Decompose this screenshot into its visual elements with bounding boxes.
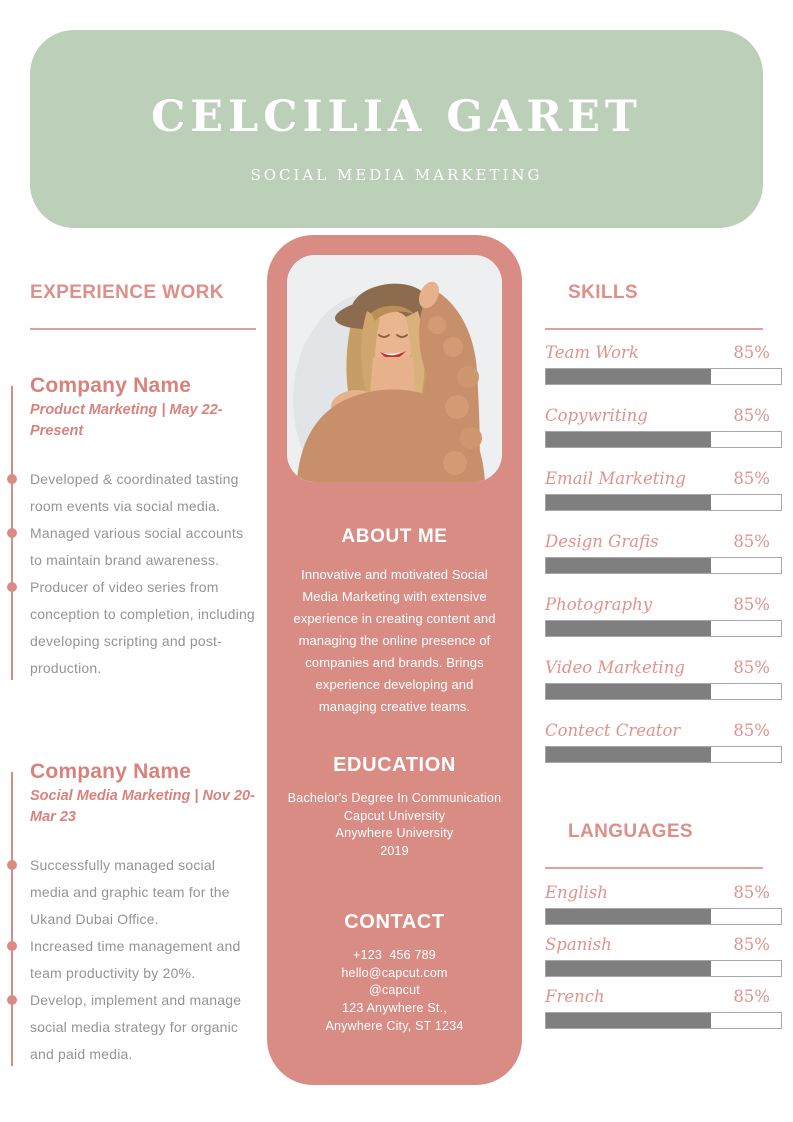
skill-bar-fill: [546, 432, 711, 447]
person-name: CELCILIA GARET: [151, 92, 642, 142]
skill-item: Team Work 85%: [545, 343, 782, 385]
experience-heading: EXPERIENCE WORK: [30, 282, 224, 303]
experience-rule: [30, 328, 256, 330]
skill-label: Design Grafis: [545, 532, 659, 551]
job-list: Company Name Product Marketing | May 22-…: [7, 374, 256, 1068]
skill-label: Contect Creator: [545, 721, 681, 740]
profile-photo: [287, 255, 502, 482]
skills-section: SKILLS Team Work 85% Copywriting 85% Ema…: [545, 282, 782, 1029]
skill-item: Copywriting 85%: [545, 406, 782, 448]
contact-line: Anywhere City, ST 1234: [325, 1018, 464, 1033]
contact-lines: +123 456 789 hello@capcut.com @capcut 123 A…: [267, 947, 522, 1036]
education-line: Capcut University: [343, 808, 446, 823]
language-label: French: [545, 987, 605, 1006]
skill-bar-fill: [546, 684, 711, 699]
person-role: SOCIAL MEDIA MARKETING: [250, 166, 543, 184]
education-line: 2019: [380, 844, 409, 859]
skill-item: Contect Creator 85%: [545, 721, 782, 763]
skill-bar-track: [545, 746, 782, 763]
job-bullet: Managed various social accounts to maint…: [7, 520, 256, 574]
skill-bar-track: [545, 494, 782, 511]
job-bullet: Producer of video series from conception…: [7, 574, 256, 682]
languages-list: English 85% Spanish 85% French 85%: [545, 883, 782, 1029]
contact-line: @capcut: [369, 983, 420, 998]
skill-label: Photography: [545, 595, 653, 614]
about-text: Innovative and motivated Social Media Ma…: [293, 567, 496, 714]
skill-bar-fill: [546, 747, 711, 762]
skill-bar-fill: [546, 558, 711, 573]
languages-heading: LANGUAGES: [568, 821, 693, 842]
woman-portrait-illustration: [287, 255, 502, 482]
language-percent: 85%: [733, 883, 770, 902]
language-percent: 85%: [733, 935, 770, 954]
language-bar-fill: [546, 1013, 711, 1028]
language-percent: 85%: [733, 987, 770, 1006]
education-line: Bachelor's Degree In Communication: [287, 791, 502, 805]
job-bullet: Developed & coordinated tasting room eve…: [7, 466, 256, 520]
skill-percent: 85%: [733, 343, 770, 362]
language-bar-track: [545, 1012, 782, 1029]
skill-bar-fill: [546, 495, 711, 510]
skill-percent: 85%: [733, 532, 770, 551]
skill-percent: 85%: [733, 406, 770, 425]
education-line: Anywhere University: [335, 826, 454, 841]
job-bullet: Successfully managed social media and gr…: [7, 852, 256, 933]
job-meta: Product Marketing | May 22-Present: [30, 402, 223, 440]
job-meta: Social Media Marketing | Nov 20-Mar 23: [30, 788, 255, 826]
language-bar-fill: [546, 961, 711, 976]
skills-list: Team Work 85% Copywriting 85% Email Mark…: [545, 343, 782, 763]
profile-panel: ABOUT ME Innovative and motivated Social…: [267, 235, 522, 1085]
languages-section: LANGUAGES English 85% Spanish 85% French…: [545, 821, 782, 1029]
skill-percent: 85%: [733, 721, 770, 740]
job-bullets: Successfully managed social media and gr…: [7, 852, 256, 1068]
skills-heading: SKILLS: [568, 282, 638, 303]
skill-bar-fill: [546, 369, 711, 384]
header-banner: CELCILIA GARET SOCIAL MEDIA MARKETING: [30, 30, 763, 228]
language-label: English: [545, 883, 608, 902]
skill-percent: 85%: [733, 658, 770, 677]
education-lines: Bachelor's Degree In Communication Capcut…: [267, 790, 522, 861]
about-heading: ABOUT ME: [341, 526, 448, 547]
skill-item: Email Marketing 85%: [545, 469, 782, 511]
skill-label: Email Marketing: [545, 469, 686, 488]
skill-label: Team Work: [545, 343, 639, 362]
skill-bar-track: [545, 368, 782, 385]
skill-label: Copywriting: [545, 406, 648, 425]
company-name: Company Name: [30, 760, 192, 784]
language-label: Spanish: [545, 935, 612, 954]
job-entry: Company Name Product Marketing | May 22-…: [7, 374, 256, 682]
language-item: Spanish 85%: [545, 935, 782, 977]
education-heading: EDUCATION: [333, 754, 456, 776]
language-bar-track: [545, 960, 782, 977]
contact-line: hello@capcut.com: [341, 965, 448, 980]
job-bullet: Increased time management and team produ…: [7, 933, 256, 987]
skill-bar-track: [545, 620, 782, 637]
skill-bar-track: [545, 431, 782, 448]
skill-percent: 85%: [733, 469, 770, 488]
language-bar-track: [545, 908, 782, 925]
job-bullet: Develop, implement and manage social med…: [7, 987, 256, 1068]
skill-bar-track: [545, 683, 782, 700]
languages-rule: [545, 867, 763, 869]
job-bullets: Developed & coordinated tasting room eve…: [7, 466, 256, 682]
experience-section: EXPERIENCE WORK Company Name Product Mar…: [7, 282, 256, 1068]
skill-bar-fill: [546, 621, 711, 636]
language-item: English 85%: [545, 883, 782, 925]
skill-item: Design Grafis 85%: [545, 532, 782, 574]
skill-item: Photography 85%: [545, 595, 782, 637]
language-item: French 85%: [545, 987, 782, 1029]
skill-bar-track: [545, 557, 782, 574]
skills-rule: [545, 328, 763, 330]
contact-heading: CONTACT: [344, 910, 445, 933]
contact-line: +123 456 789: [353, 947, 436, 962]
skill-label: Video Marketing: [545, 658, 685, 677]
contact-line: 123 Anywhere St.,: [342, 1000, 447, 1015]
company-name: Company Name: [30, 374, 192, 397]
skill-item: Video Marketing 85%: [545, 658, 782, 700]
job-entry: Company Name Social Media Marketing | No…: [7, 760, 256, 1068]
skill-percent: 85%: [733, 595, 770, 614]
language-bar-fill: [546, 909, 711, 924]
